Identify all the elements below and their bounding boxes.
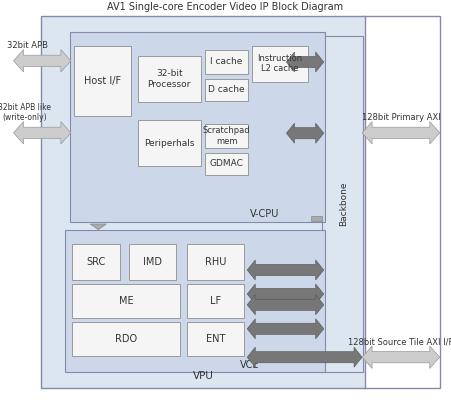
Polygon shape [247,260,324,280]
Text: Backbone: Backbone [339,182,348,226]
FancyBboxPatch shape [252,46,308,82]
Text: V-CPU: V-CPU [250,209,280,219]
Text: 32bit APB like
(write-only): 32bit APB like (write-only) [0,103,51,122]
FancyBboxPatch shape [72,322,180,356]
Text: AV1 Single-core Encoder Video IP Block Diagram: AV1 Single-core Encoder Video IP Block D… [107,2,344,12]
Polygon shape [247,295,324,315]
Text: RHU: RHU [205,257,226,267]
Text: Scratchpad
mem: Scratchpad mem [203,126,250,146]
Text: ME: ME [119,296,133,306]
FancyBboxPatch shape [74,46,131,116]
Text: 128bit Primary AXI: 128bit Primary AXI [362,113,440,122]
Text: 32bit APB: 32bit APB [7,41,47,50]
Polygon shape [247,319,324,339]
FancyBboxPatch shape [322,36,363,372]
FancyBboxPatch shape [41,16,365,388]
FancyBboxPatch shape [187,284,244,318]
Text: VCE: VCE [240,360,259,370]
Polygon shape [90,224,106,230]
FancyBboxPatch shape [65,230,325,372]
FancyBboxPatch shape [72,244,120,280]
FancyBboxPatch shape [138,120,201,166]
FancyBboxPatch shape [70,32,325,222]
Polygon shape [286,52,324,72]
Polygon shape [362,122,440,144]
Polygon shape [362,346,440,368]
Text: VPU: VPU [193,371,213,381]
FancyBboxPatch shape [363,16,440,388]
FancyBboxPatch shape [187,322,244,356]
FancyBboxPatch shape [72,284,180,318]
Text: 32-bit
Processor: 32-bit Processor [147,69,191,89]
Text: Host I/F: Host I/F [84,76,121,86]
Polygon shape [14,50,71,72]
FancyBboxPatch shape [205,79,248,101]
Text: D cache: D cache [208,85,245,94]
Text: SRC: SRC [86,257,106,267]
Text: GDMAC: GDMAC [210,159,244,168]
Text: RDO: RDO [115,334,138,344]
Text: 128bit Source Tile AXI I/F: 128bit Source Tile AXI I/F [348,338,451,346]
Text: LF: LF [210,296,221,306]
FancyBboxPatch shape [205,50,248,74]
Text: Instruction
L2 cache: Instruction L2 cache [257,54,303,73]
Polygon shape [14,122,71,144]
Text: Periperhals: Periperhals [144,138,194,148]
FancyBboxPatch shape [205,153,248,175]
Polygon shape [286,123,324,143]
Polygon shape [247,347,362,367]
FancyBboxPatch shape [187,244,244,280]
Polygon shape [247,284,324,304]
FancyBboxPatch shape [205,124,248,148]
FancyBboxPatch shape [138,56,201,102]
Text: IMD: IMD [143,257,162,267]
FancyBboxPatch shape [311,216,322,221]
Text: I cache: I cache [211,58,243,66]
FancyBboxPatch shape [129,244,176,280]
Text: ENT: ENT [206,334,225,344]
